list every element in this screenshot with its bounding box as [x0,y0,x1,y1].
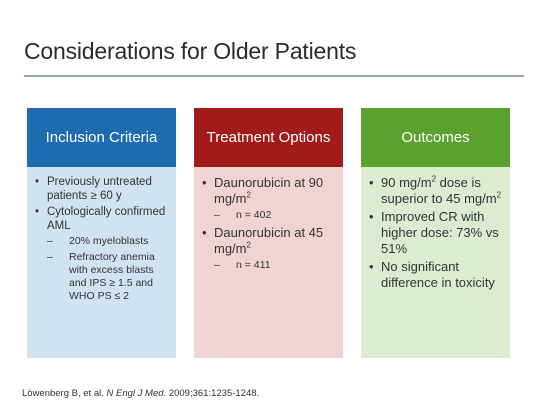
list-item: 90 mg/m2 dose is superior to 45 mg/m2 [367,175,504,207]
treatment-options-body: Daunorubicin at 90 mg/m2 n = 402 Daunoru… [194,167,343,358]
superscript: 2 [246,240,251,250]
superscript: 2 [431,174,437,184]
sub-list-item: Refractory anemia with excess blasts and… [33,251,170,303]
outcomes-header: Outcomes [361,108,510,167]
citation-authors: Löwenberg B, et al. [22,388,104,399]
list-item: Daunorubicin at 90 mg/m2 [200,175,337,207]
sub-list-item: n = 411 [200,259,337,272]
inclusion-criteria-body: Previously untreated patients ≥ 60 y Cyt… [27,167,176,358]
inclusion-criteria-card: Inclusion Criteria Previously untreated … [27,108,176,358]
item-text: Daunorubicin at 45 mg/m [214,225,324,256]
item-text: 90 mg/m [381,175,432,190]
sub-list-item: 20% myeloblasts [33,235,170,248]
citation: Löwenberg B, et al. N Engl J Med. 2009;3… [22,388,259,399]
citation-details: 2009;361:1235-1248. [168,388,260,399]
list-item: No significant difference in toxicity [367,259,504,291]
superscript: 2 [246,190,251,200]
outcomes-body: 90 mg/m2 dose is superior to 45 mg/m2 Im… [361,167,510,358]
list-item: Daunorubicin at 45 mg/m2 [200,225,337,257]
title-divider [24,75,524,77]
citation-journal: N Engl J Med. [106,388,167,399]
item-text: dose is superior to 45 mg/m [381,175,497,206]
outcomes-card: Outcomes 90 mg/m2 dose is superior to 45… [361,108,510,358]
inclusion-criteria-header: Inclusion Criteria [27,108,176,167]
superscript: 2 [496,190,502,200]
sub-list-item: n = 402 [200,209,337,222]
slide-title: Considerations for Older Patients [24,38,357,64]
list-item: Cytologically confirmed AML [33,205,170,233]
item-text: Daunorubicin at 90 mg/m [214,175,324,206]
list-item: Improved CR with higher dose: 73% vs 51% [367,209,504,257]
treatment-options-header: Treatment Options [194,108,343,167]
treatment-options-card: Treatment Options Daunorubicin at 90 mg/… [194,108,343,358]
list-item: Previously untreated patients ≥ 60 y [33,175,170,203]
